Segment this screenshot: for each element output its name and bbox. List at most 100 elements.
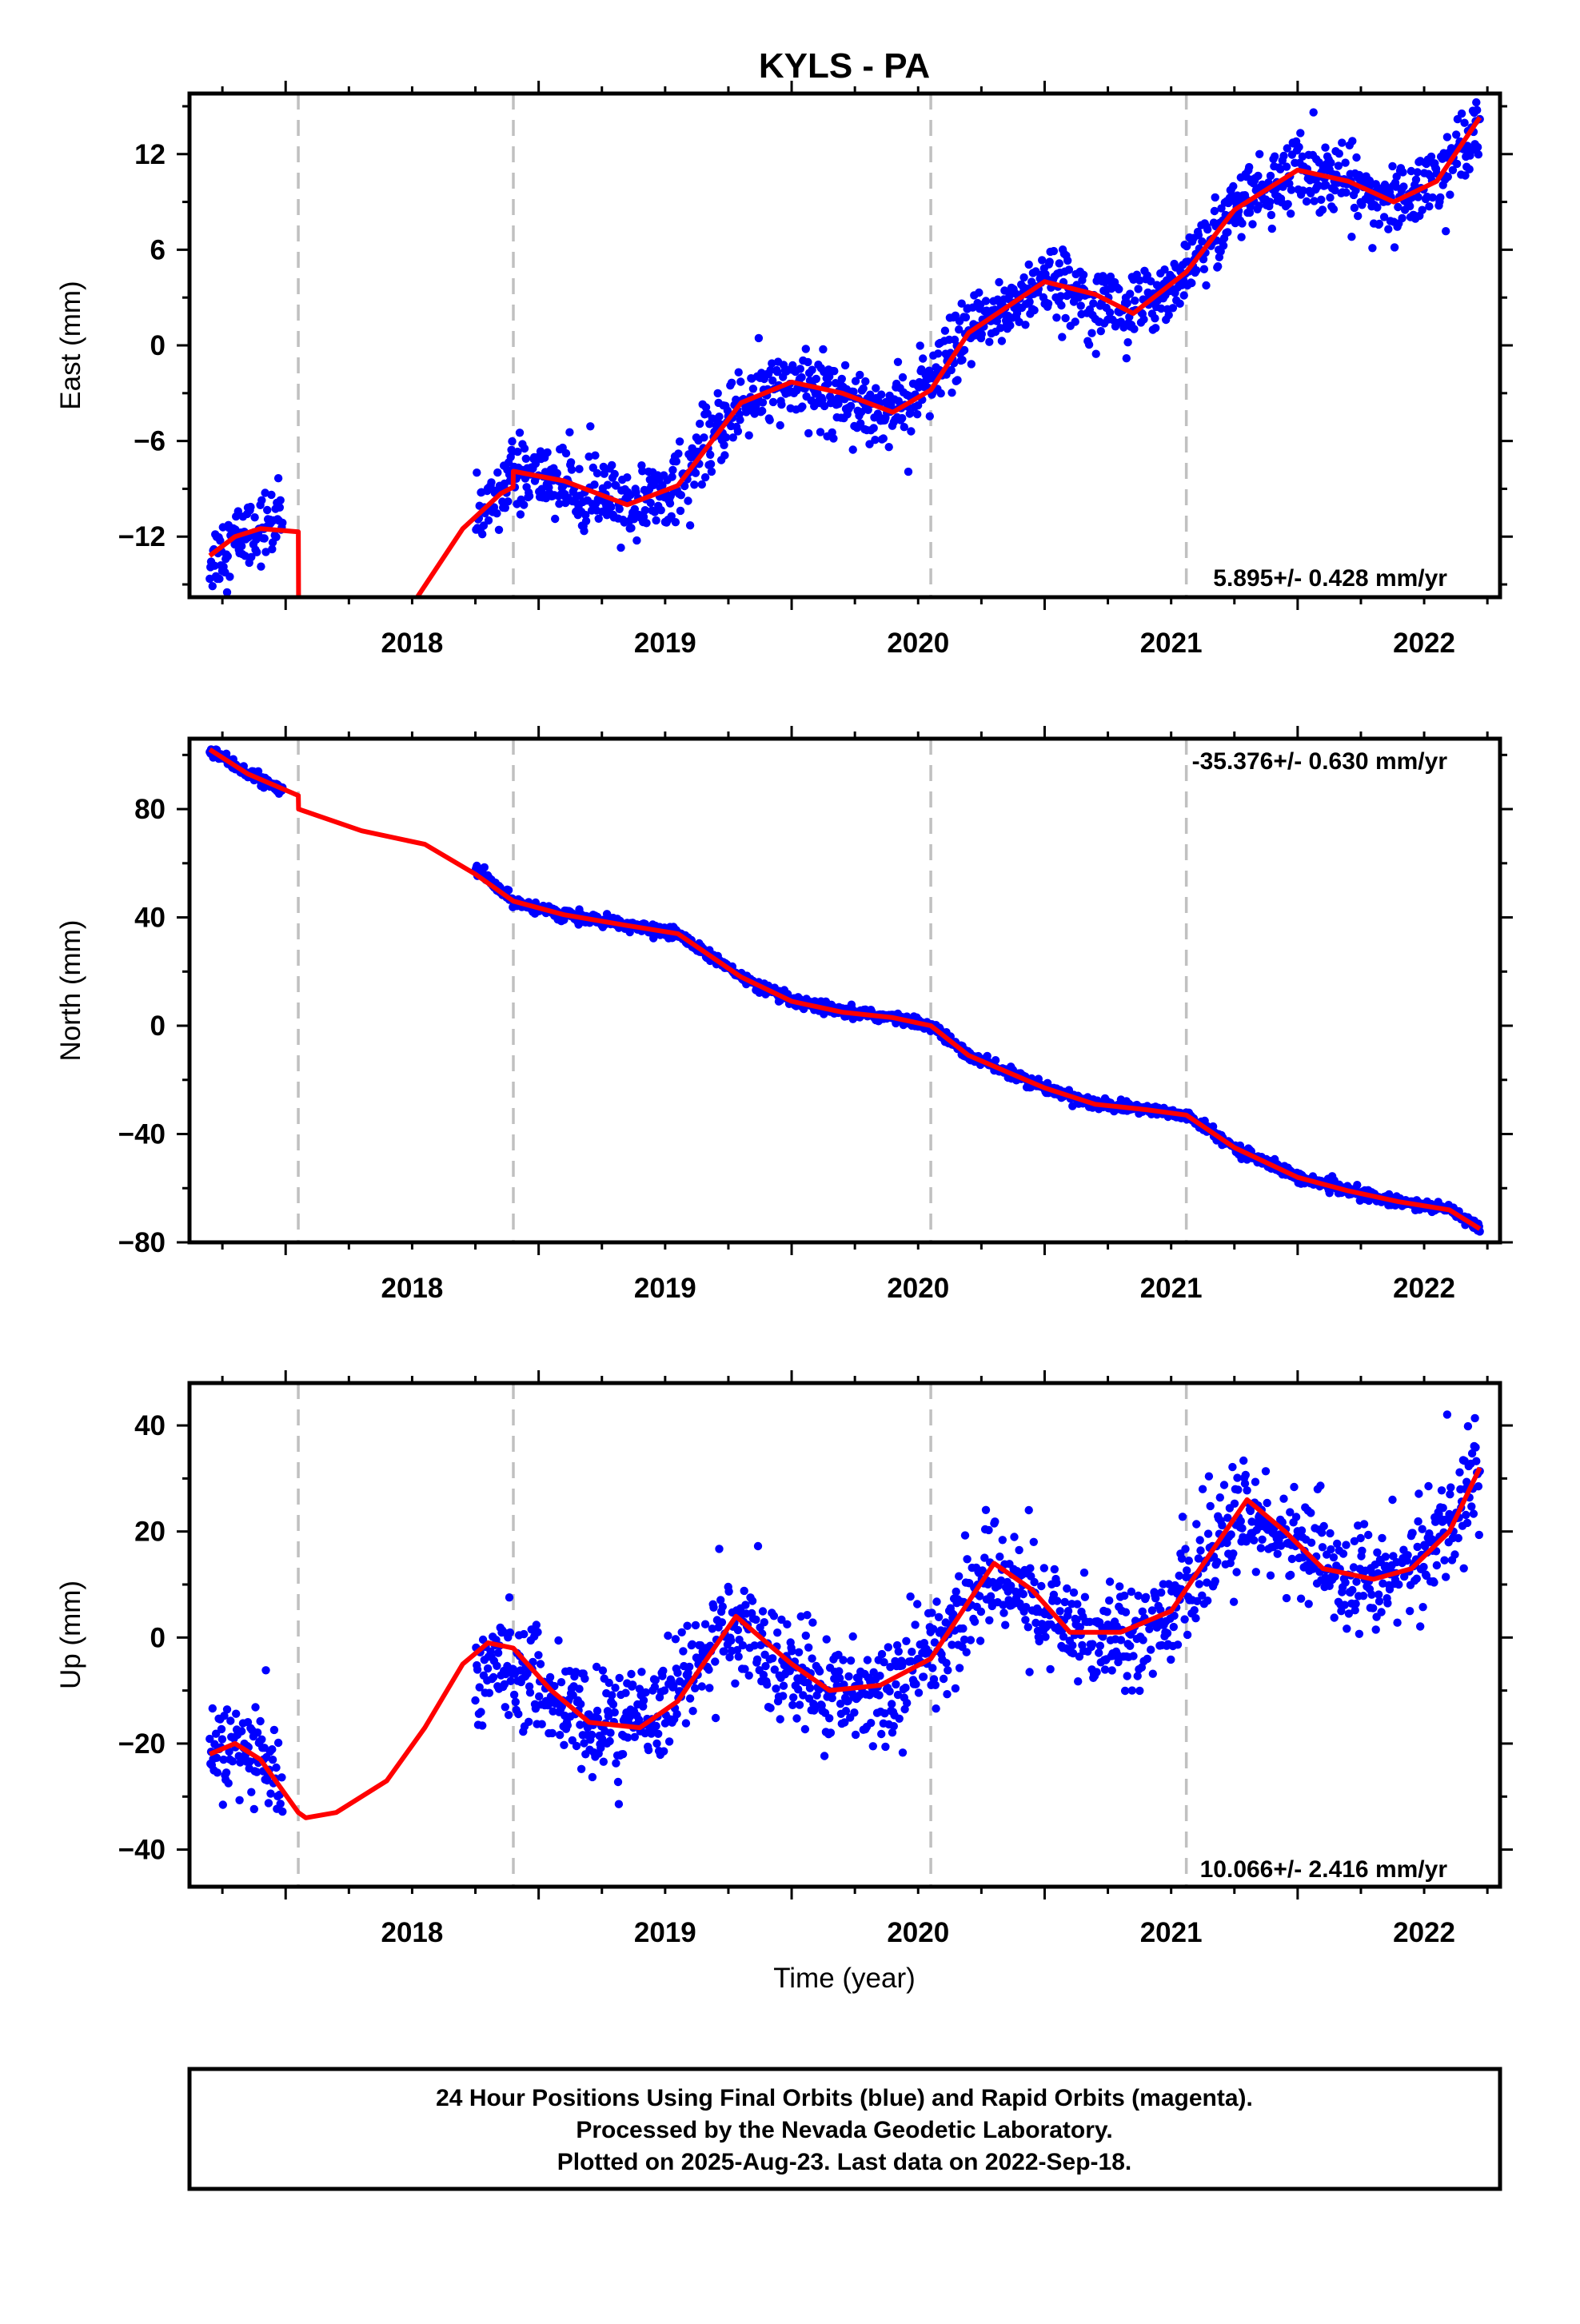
up-data-point [253,1768,261,1776]
up-data-point [493,1648,503,1657]
east-data-point [1237,233,1246,241]
up-data-point [939,1674,948,1684]
up-data-point [1103,1608,1111,1616]
up-data-point [671,1635,680,1644]
up-data-point [750,1641,759,1650]
up-data-point [1442,1573,1450,1581]
up-data-point [1068,1641,1077,1650]
east-model-curve [208,116,1482,597]
up-data-point [1213,1557,1222,1567]
east-data-point [859,384,868,393]
up-data-point [991,1517,999,1526]
east-data-point [1442,227,1450,236]
up-data-point [604,1712,613,1720]
east-data-point [1473,106,1482,114]
up-data-point [1092,1668,1101,1676]
east-data-point [898,373,908,382]
up-data-point [276,1800,285,1808]
up-data-point [888,1728,897,1737]
up-event-lines [297,1383,1188,1887]
up-rate-label: 10.066+/- 2.416 mm/yr [1200,1856,1448,1883]
up-data-point [1021,1616,1030,1624]
east-data-point [736,377,745,386]
east-data-point [1238,219,1247,228]
east-data-point [696,419,704,429]
up-data-point [224,1779,233,1788]
up-data-point [919,1672,928,1681]
east-data-point [501,504,509,512]
up-data-point [592,1706,602,1716]
up-data-point [685,1662,694,1672]
east-data-point [801,345,810,353]
east-data-point [1091,349,1100,358]
up-data-point [1282,1593,1291,1603]
east-data-point [906,409,915,417]
up-data-point [733,1625,743,1635]
up-y-ticks [177,1424,1513,1852]
east-data-point [260,534,269,543]
east-data-point [768,397,778,407]
north-x-tick-label: 2020 [887,1273,949,1304]
up-data-point [1340,1600,1349,1609]
east-data-point [758,406,767,416]
up-data-point [1467,1449,1477,1458]
up-data-point [763,1680,772,1689]
up-data-point [683,1621,692,1630]
east-data-point [1151,324,1160,333]
up-data-point [493,1661,501,1670]
east-data-point [1442,133,1452,142]
east-data-point [1245,162,1254,172]
up-data-point [1276,1541,1286,1550]
east-data-point [748,385,758,393]
up-data-point [1474,1482,1483,1491]
east-data-point [995,277,1003,287]
up-data-point [1163,1628,1172,1638]
up-data-point [1381,1553,1390,1561]
east-data-point [487,478,496,487]
up-data-point [575,1684,584,1693]
east-data-point [955,325,964,334]
up-data-point [588,1772,597,1782]
east-data-point [668,465,677,475]
up-data-point [1279,1494,1288,1503]
up-data-point [1251,1477,1260,1486]
up-data-point [1241,1470,1251,1480]
up-data-point [1329,1553,1339,1562]
up-data-point [808,1654,816,1663]
east-data-point [575,464,584,473]
east-data-point [829,434,838,443]
east-data-point [616,543,625,552]
east-data-point [1255,201,1263,210]
up-data-point [1030,1577,1039,1587]
up-data-point [1467,1502,1476,1511]
up-data-point [1394,1580,1403,1589]
up-data-point [222,1705,232,1714]
east-data-point [913,410,922,419]
east-data-point [521,454,530,463]
up-data-point [1219,1481,1229,1489]
east-data-point [680,481,689,491]
up-data-point [1019,1589,1028,1599]
up-data-point [639,1696,648,1705]
east-data-point [1254,171,1263,181]
north-data-point [991,1056,1000,1065]
up-data-point [651,1676,660,1684]
up-data-point [801,1631,810,1640]
east-data-point [1436,193,1445,202]
east-data-point [1134,285,1143,293]
east-data-point [1331,185,1339,195]
east-data-point [1064,265,1074,274]
up-data-point [970,1617,980,1626]
east-rate-label: 5.895+/- 0.428 mm/yr [1213,565,1447,592]
east-data-point [734,368,743,377]
up-data-point [537,1720,546,1728]
east-data-point [586,422,595,431]
east-data-point [1354,212,1363,221]
east-data-point [1461,171,1470,180]
up-data-point [1229,1549,1238,1558]
up-data-point [1206,1501,1215,1511]
up-data-point [1198,1591,1207,1600]
up-data-point [473,1665,482,1674]
up-data-point [903,1699,912,1708]
up-data-point [1359,1520,1369,1529]
